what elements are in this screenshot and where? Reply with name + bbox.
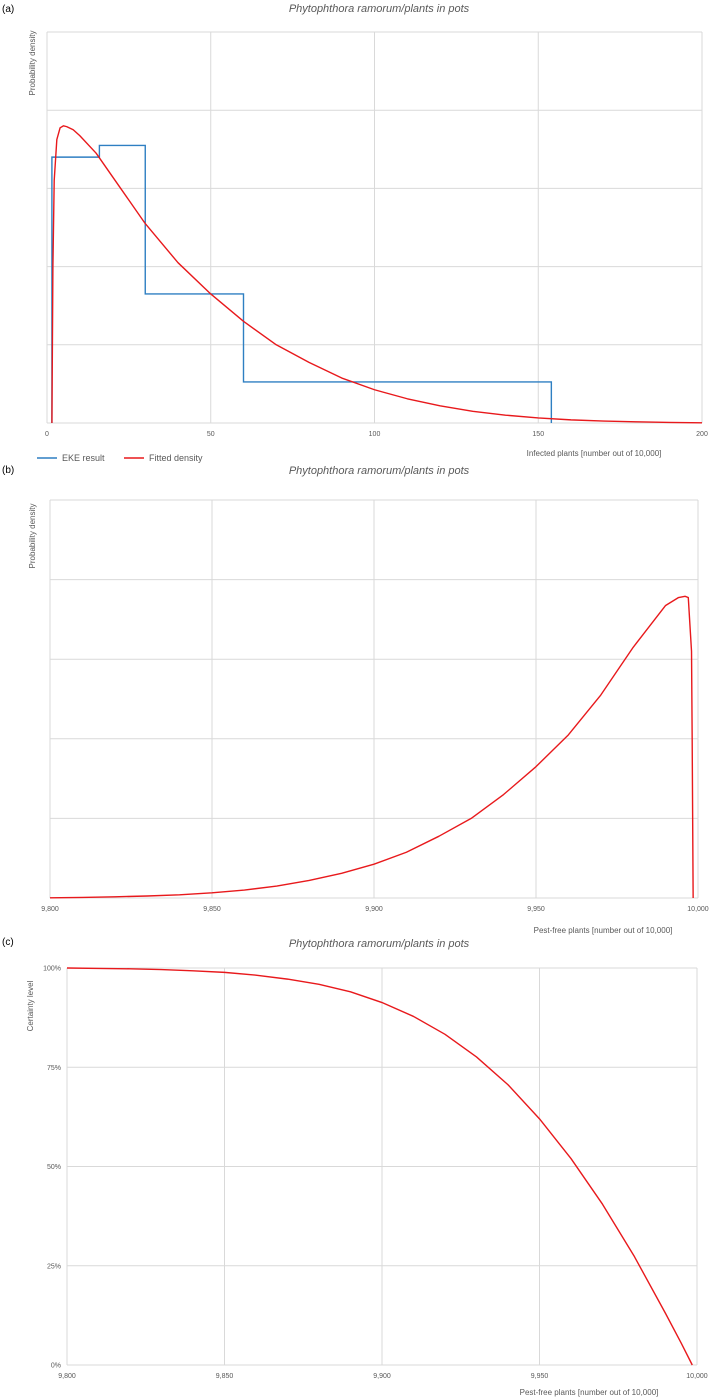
- chart-b-xtick-label: 10,000: [687, 906, 709, 913]
- chart-c-xtick-label: 9,950: [531, 1373, 549, 1380]
- chart-a-xtick-label: 200: [696, 431, 708, 438]
- chart-c-title: Phytophthora ramorum/plants in pots: [289, 938, 470, 950]
- chart-a-fitted-curve: [51, 125, 703, 424]
- chart-c-ylabel: Certainty level: [26, 980, 35, 1031]
- chart-c-ytick-label: 100%: [43, 966, 61, 973]
- chart-c-xtick-label: 9,900: [373, 1373, 391, 1380]
- panel-label-a: (a): [2, 4, 14, 15]
- chart-a-eke-result-line: [51, 144, 553, 423]
- chart-a-legend: EKE result Fitted density: [37, 453, 203, 463]
- chart-c-ytick-label: 25%: [47, 1263, 61, 1270]
- chart-b-fitted-curve: [49, 595, 694, 899]
- chart-a-xlabel: Infected plants [number out of 10,000]: [527, 449, 662, 458]
- panel-label-b: (b): [2, 465, 14, 476]
- chart-a-xtick-label: 0: [45, 431, 49, 438]
- chart-c-fitted-curve: [66, 967, 693, 1366]
- chart-c-xtick-label: 9,850: [216, 1373, 234, 1380]
- chart-b-xtick-label: 9,850: [203, 906, 221, 913]
- chart-c: (c) Phytophthora ramorum/plants in pots …: [2, 937, 708, 1397]
- chart-a: (a) Phytophthora ramorum/plants in pots …: [2, 3, 708, 463]
- chart-b: (b) Phytophthora ramorum/plants in pots …: [2, 465, 709, 935]
- chart-a-xtick-label: 100: [369, 431, 381, 438]
- chart-a-ylabel: Probability density: [28, 31, 37, 96]
- chart-a-title: Phytophthora ramorum/plants in pots: [289, 3, 470, 15]
- chart-c-xlabel: Pest-free plants [number out of 10,000]: [520, 1388, 659, 1397]
- legend-fitted-label: Fitted density: [149, 453, 203, 463]
- chart-b-title: Phytophthora ramorum/plants in pots: [289, 465, 470, 477]
- legend-eke-label: EKE result: [62, 453, 105, 463]
- chart-c-ytick-label: 75%: [47, 1065, 61, 1072]
- chart-a-xtick-label: 50: [207, 431, 215, 438]
- panel-label-c: (c): [2, 937, 14, 948]
- chart-b-ylabel: Probability density: [28, 504, 37, 569]
- chart-b-xlabel: Pest-free plants [number out of 10,000]: [534, 926, 673, 935]
- chart-a-xtick-label: 150: [532, 431, 544, 438]
- chart-b-xtick-label: 9,950: [527, 906, 545, 913]
- chart-b-xtick-label: 9,900: [365, 906, 383, 913]
- chart-b-xtick-label: 9,800: [41, 906, 59, 913]
- chart-c-xtick-label: 10,000: [686, 1373, 708, 1380]
- chart-c-ytick-label: 0%: [51, 1363, 61, 1370]
- chart-c-xtick-label: 9,800: [58, 1373, 76, 1380]
- chart-c-ytick-label: 50%: [47, 1164, 61, 1171]
